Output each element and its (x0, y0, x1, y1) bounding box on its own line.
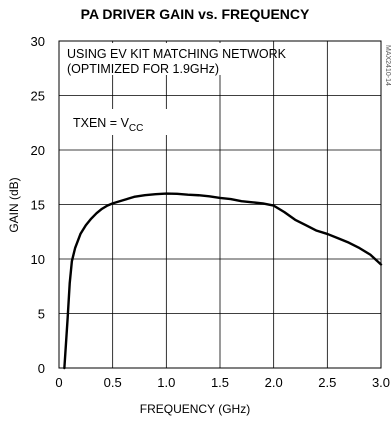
x-tick-label: 0 (55, 375, 62, 390)
txen-annotation: TXEN = VCC (73, 116, 143, 134)
y-axis-label: GAIN (dB) (7, 177, 21, 232)
x-tick-label: 2.5 (318, 375, 336, 390)
x-axis-label: FREQUENCY (GHz) (140, 402, 250, 416)
txen-subscript: CC (129, 123, 143, 134)
chart-title: PA DRIVER GAIN vs. FREQUENCY (81, 6, 310, 22)
watermark: MAX2410-14 (384, 45, 391, 86)
y-tick-label: 5 (38, 307, 45, 322)
annotation-background (61, 43, 271, 75)
plot-frame (58, 40, 382, 369)
annotation-line-2: (OPTIMIZED FOR 1.9GHz) (67, 62, 219, 76)
y-tick-label: 0 (38, 361, 45, 376)
y-tick-label: 25 (31, 89, 45, 104)
txen-main: TXEN = V (73, 116, 130, 130)
x-tick-label: 2.0 (265, 375, 283, 390)
y-tick-label: 30 (31, 34, 45, 49)
y-tick-label: 15 (31, 198, 45, 213)
txen-background (61, 109, 167, 135)
y-tick-label: 10 (31, 252, 45, 267)
x-axis-ticks: 0 0.5 1.0 1.5 2.0 2.5 3.0 (55, 375, 390, 390)
x-tick-label: 1.0 (157, 375, 175, 390)
x-tick-label: 1.5 (211, 375, 229, 390)
y-tick-label: 20 (31, 143, 45, 158)
y-axis-ticks: 0 5 10 15 20 25 30 (31, 34, 45, 376)
x-tick-label: 3.0 (372, 375, 390, 390)
annotation-line-1: USING EV KIT MATCHING NETWORK (67, 47, 287, 61)
series-line-gain (63, 192, 383, 370)
x-tick-label: 0.5 (104, 375, 122, 390)
